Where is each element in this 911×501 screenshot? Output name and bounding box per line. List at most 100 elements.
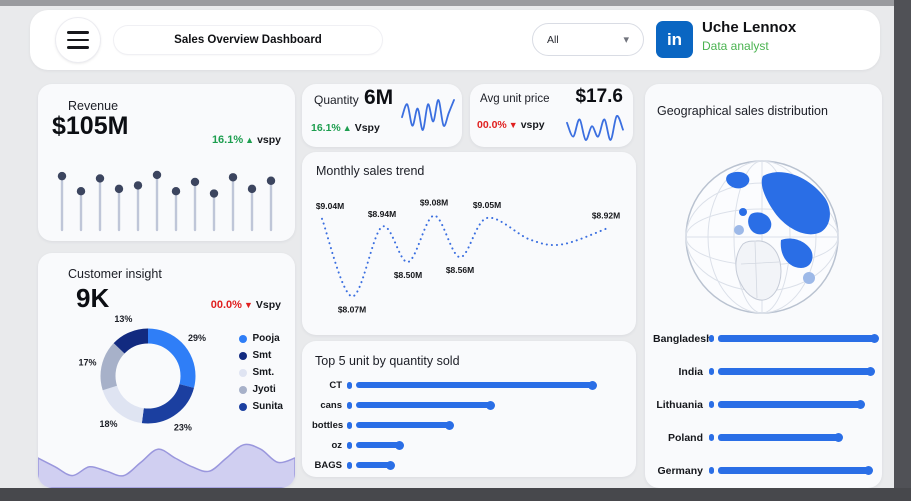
geo-bar-chart[interactable]: Bangladesh India Lithuania Poland Germany bbox=[653, 322, 879, 487]
dashboard-title-text: Sales Overview Dashboard bbox=[174, 34, 322, 46]
bar[interactable] bbox=[356, 420, 455, 430]
trend-point-label: $8.92M bbox=[592, 210, 620, 220]
frame-edge-bottom bbox=[0, 488, 911, 501]
bar[interactable] bbox=[718, 334, 879, 343]
avg-price-sparkline bbox=[566, 115, 624, 141]
legend-color-dot bbox=[239, 402, 248, 411]
trend-point-label: $9.08M bbox=[420, 198, 448, 208]
legend-color-dot bbox=[239, 334, 248, 343]
bar-row-poland[interactable]: Poland bbox=[653, 421, 876, 454]
revenue-lollipop-chart[interactable] bbox=[50, 150, 283, 234]
trend-point-label: $9.04M bbox=[316, 201, 344, 211]
bar-start-chip bbox=[347, 401, 352, 409]
legend-item-jyoti[interactable]: Jyoti bbox=[239, 384, 283, 395]
trend-point-label: $8.94M bbox=[368, 209, 396, 219]
bar-label: Poland bbox=[667, 431, 703, 444]
legend-label: Smt. bbox=[252, 367, 275, 378]
top5-title: Top 5 unit by quantity sold bbox=[315, 354, 460, 368]
customer-insight-card: Customer insight 9K 00.0% ▼ Vspy 29% 23% 18%… bbox=[38, 253, 295, 488]
bar-start-chip bbox=[347, 441, 352, 449]
legend-color-dot bbox=[239, 351, 248, 360]
trend-point-label: $8.56M bbox=[446, 265, 474, 275]
down-arrow-icon: ▼ bbox=[243, 300, 253, 310]
bar-row-india[interactable]: India bbox=[653, 355, 876, 388]
bar-start-chip bbox=[347, 421, 352, 429]
bar[interactable] bbox=[718, 400, 865, 409]
bar-start-chip bbox=[709, 434, 714, 441]
bar-row-bangladesh[interactable]: Bangladesh bbox=[653, 322, 879, 355]
bar[interactable] bbox=[356, 400, 495, 410]
donut-percent-label: 29% bbox=[188, 333, 206, 343]
bar-label: BAGS bbox=[314, 459, 342, 471]
header-bar: Sales Overview Dashboard All ▾ in Uche L… bbox=[30, 10, 880, 70]
bar-label: Germany bbox=[657, 464, 703, 477]
hamburger-menu-button[interactable] bbox=[56, 18, 100, 62]
up-arrow-icon: ▲ bbox=[245, 135, 255, 145]
avg-unit-price-card: Avg unit price $17.6 00.0% ▼ vspy bbox=[470, 84, 633, 147]
avg-price-delta: 00.0% ▼ vspy bbox=[477, 119, 545, 131]
quantity-value: 6M bbox=[364, 86, 394, 109]
revenue-title: Revenue bbox=[68, 99, 119, 113]
bar[interactable] bbox=[718, 433, 843, 442]
legend-item-pooja[interactable]: Pooja bbox=[239, 333, 283, 344]
bar-row-bottles[interactable]: bottles bbox=[312, 415, 624, 435]
customer-value: 9K bbox=[76, 283, 110, 313]
bar-row-bags[interactable]: BAGS bbox=[312, 455, 624, 475]
monthly-sales-trend-card: Monthly sales trend $9.04M $8.07M $8.94M $8… bbox=[302, 152, 636, 335]
bar[interactable] bbox=[718, 367, 875, 376]
chevron-down-icon: ▾ bbox=[623, 34, 629, 46]
bar-label: Lithuania bbox=[656, 398, 703, 411]
geo-sales-card: Geographical sales distribution bbox=[645, 84, 882, 488]
customer-donut-chart[interactable]: 29% 23% 18% 17% 13% bbox=[73, 301, 223, 451]
quantity-title: Quantity bbox=[314, 93, 359, 107]
bar-start-chip bbox=[347, 461, 352, 469]
customer-delta: 00.0% ▼ Vspy bbox=[210, 299, 281, 311]
legend-item-smt[interactable]: Smt. bbox=[239, 367, 283, 378]
bar-row-germany[interactable]: Germany bbox=[653, 454, 876, 487]
revenue-card: Revenue $105M 16.1% ▲ vspy bbox=[38, 84, 295, 241]
land-shapes bbox=[726, 171, 830, 301]
legend-item-smt[interactable]: Smt bbox=[239, 350, 283, 361]
bar[interactable] bbox=[356, 460, 395, 470]
frame-edge-top bbox=[0, 0, 911, 6]
geo-title: Geographical sales distribution bbox=[657, 104, 828, 118]
bar-start-chip bbox=[709, 401, 714, 408]
trend-point-label: $9.05M bbox=[473, 200, 501, 210]
bar-label: bottles bbox=[312, 419, 344, 431]
avg-price-title: Avg unit price bbox=[480, 93, 550, 105]
bar[interactable] bbox=[356, 440, 405, 450]
world-map-globe[interactable] bbox=[677, 152, 847, 322]
legend-label: Pooja bbox=[252, 333, 280, 344]
bar-row-lithuania[interactable]: Lithuania bbox=[653, 388, 876, 421]
monthly-trend-chart[interactable]: $9.04M $8.07M $8.94M $8.50M $9.08M $8.56M $9.0… bbox=[308, 182, 630, 330]
bar-start-chip bbox=[347, 381, 352, 389]
bar-start-chip bbox=[709, 335, 714, 342]
up-arrow-icon: ▲ bbox=[342, 123, 352, 133]
revenue-value: $105M bbox=[52, 112, 129, 140]
trend-point-label: $8.50M bbox=[394, 270, 422, 280]
legend-label: Smt bbox=[252, 350, 272, 361]
bar[interactable] bbox=[356, 380, 597, 390]
bar-row-cans[interactable]: cans bbox=[312, 395, 624, 415]
linkedin-icon[interactable]: in bbox=[656, 21, 693, 58]
frame-edge-right bbox=[894, 0, 911, 501]
legend-item-sunita[interactable]: Sunita bbox=[239, 401, 283, 412]
bar[interactable] bbox=[718, 466, 873, 475]
user-role: Data analyst bbox=[702, 39, 769, 53]
bar-row-ct[interactable]: CT bbox=[312, 375, 624, 395]
top5-bar-chart[interactable]: CT cans bottles oz BAGS bbox=[312, 375, 624, 475]
customer-area-sparkline bbox=[38, 443, 295, 488]
filter-selected-value: All bbox=[547, 33, 559, 46]
dashboard-title: Sales Overview Dashboard bbox=[114, 26, 382, 54]
filter-dropdown[interactable]: All ▾ bbox=[532, 23, 644, 56]
bar-label: oz bbox=[331, 439, 342, 451]
bar-label: India bbox=[678, 365, 703, 378]
customer-legend: Pooja Smt Smt. Jyoti Sunita bbox=[239, 333, 283, 412]
legend-color-dot bbox=[239, 368, 248, 377]
bar-row-oz[interactable]: oz bbox=[312, 435, 624, 455]
donut-percent-label: 23% bbox=[174, 422, 192, 432]
revenue-delta: 16.1% ▲ vspy bbox=[211, 134, 281, 146]
bar-label: cans bbox=[320, 399, 342, 411]
legend-label: Sunita bbox=[252, 401, 283, 412]
